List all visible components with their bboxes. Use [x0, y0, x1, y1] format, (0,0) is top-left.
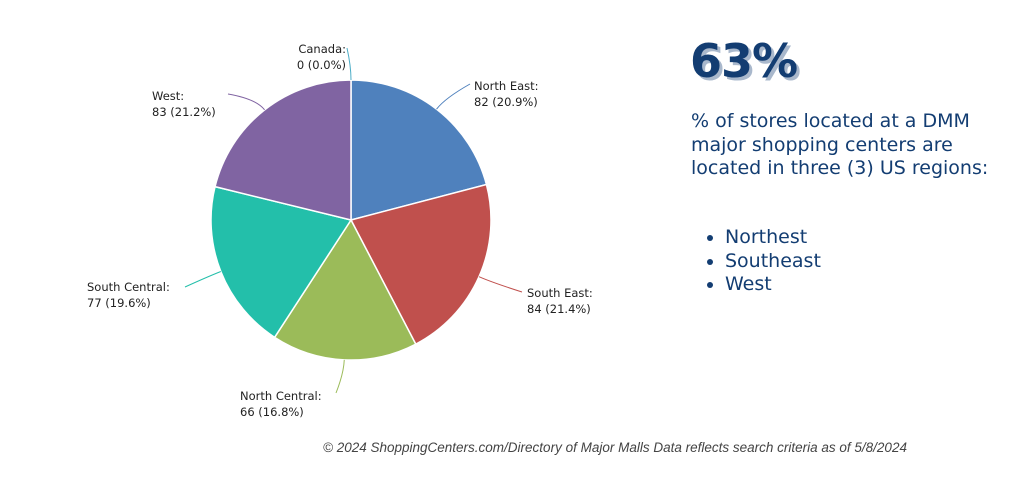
leader-line-south-central	[184, 271, 221, 288]
leader-line-west	[227, 93, 265, 111]
slice-value-label-canada: 0 (0.0%)	[297, 58, 346, 72]
slice-label-canada: Canada:	[298, 42, 346, 56]
highlight-stat: 63%	[690, 34, 798, 88]
slice-value-label-south-east: 84 (21.4%)	[527, 302, 591, 316]
highlight-description: % of stores located at a DMM major shopp…	[691, 110, 989, 179]
region-item: West	[725, 273, 821, 297]
pie-slice-west	[214, 79, 352, 221]
slice-label-north-east: North East:	[474, 79, 539, 93]
slice-value-label-north-east: 82 (20.9%)	[474, 95, 538, 109]
leader-line-north-central	[335, 359, 345, 394]
pie-slice-north-east	[350, 79, 488, 221]
slice-value-label-south-central: 77 (19.6%)	[87, 296, 151, 310]
slice-value-label-north-central: 66 (16.8%)	[240, 405, 304, 419]
slice-label-south-east: South East:	[527, 286, 593, 300]
region-item: Southeast	[725, 250, 821, 274]
slice-label-south-central: South Central:	[87, 280, 170, 294]
region-list: Northest Southeast West	[705, 226, 821, 297]
pie-slice-north-central	[273, 218, 417, 361]
slice-label-west: West:	[152, 89, 184, 103]
leader-line-north-east	[436, 83, 471, 110]
footer-credit: © 2024 ShoppingCenters.com/Directory of …	[323, 440, 907, 455]
pie-chart: North East: 82 (20.9%) South East: 84 (21.4…	[87, 42, 593, 419]
pie-slice-south-central	[210, 185, 353, 339]
leader-line-canada	[346, 47, 352, 81]
region-item: Northest	[725, 226, 821, 250]
leader-line-south-east	[478, 276, 523, 293]
slice-value-label-west: 83 (21.2%)	[152, 105, 216, 119]
slice-label-north-central: North Central:	[240, 389, 322, 403]
pie-slice-south-east	[349, 183, 492, 346]
